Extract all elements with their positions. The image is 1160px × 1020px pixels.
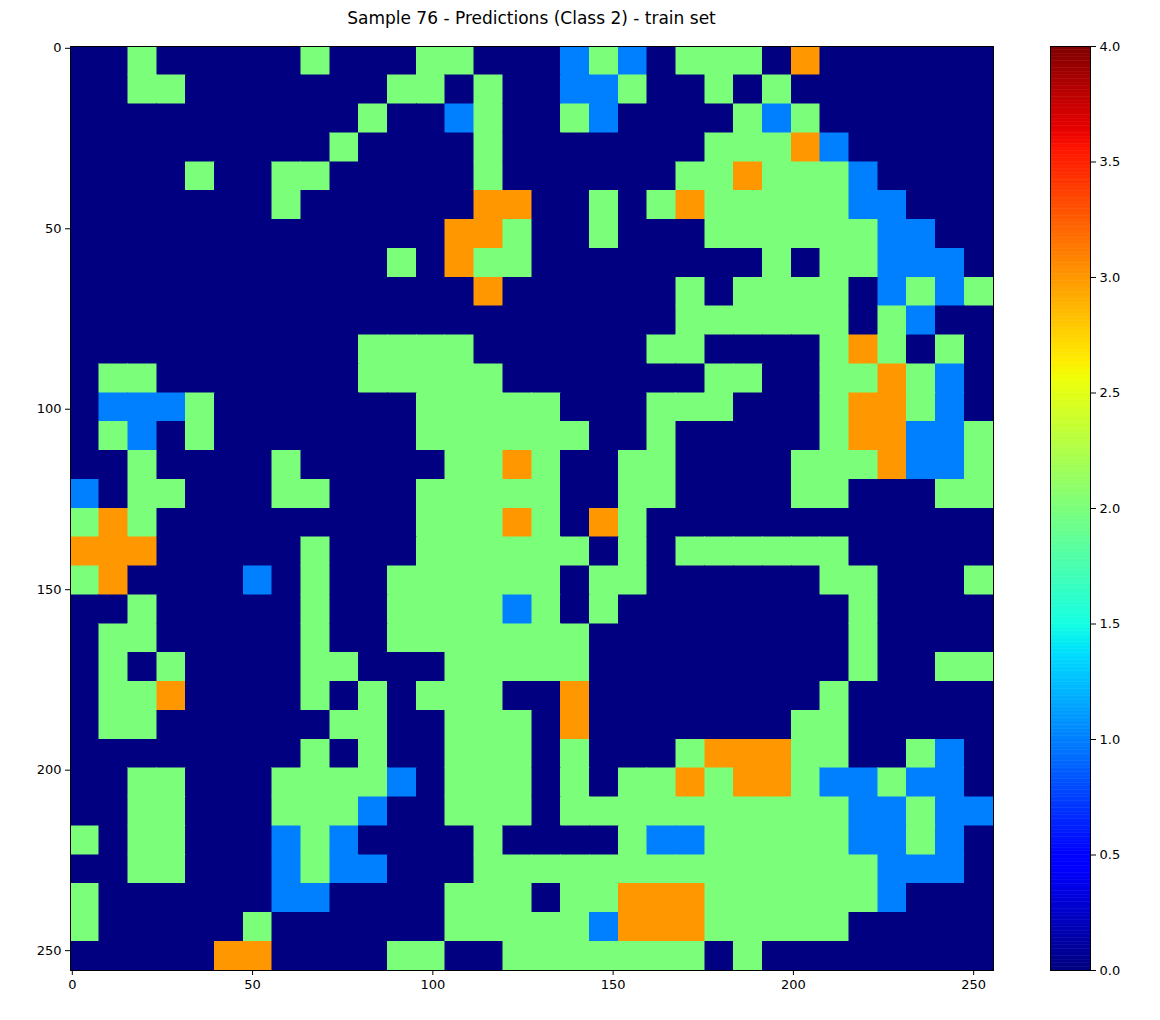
svg-text:0.0: 0.0 [1100, 963, 1121, 978]
svg-text:200: 200 [37, 762, 62, 777]
svg-text:50: 50 [244, 977, 261, 992]
svg-text:0: 0 [53, 40, 61, 55]
svg-text:3.0: 3.0 [1100, 270, 1121, 285]
svg-text:150: 150 [601, 977, 626, 992]
svg-text:100: 100 [420, 977, 445, 992]
svg-text:250: 250 [961, 977, 986, 992]
svg-text:100: 100 [37, 401, 62, 416]
svg-text:200: 200 [781, 977, 806, 992]
html-text:Sample 76 - Predictions (Class: Sample 76 - Predictions (Class 2) - trai… [347, 8, 716, 28]
svg-text:0: 0 [68, 977, 76, 992]
svg-text:3.5: 3.5 [1100, 154, 1121, 169]
svg-text:4.0: 4.0 [1100, 39, 1121, 54]
svg-text:0.5: 0.5 [1100, 847, 1121, 862]
svg-text:50: 50 [45, 221, 62, 236]
svg-text:250: 250 [37, 943, 62, 958]
svg-text:1.5: 1.5 [1100, 616, 1121, 631]
svg-text:1.0: 1.0 [1100, 732, 1121, 747]
svg-text:2.0: 2.0 [1100, 501, 1121, 516]
svg-text:150: 150 [37, 582, 62, 597]
svg-text:2.5: 2.5 [1100, 385, 1121, 400]
